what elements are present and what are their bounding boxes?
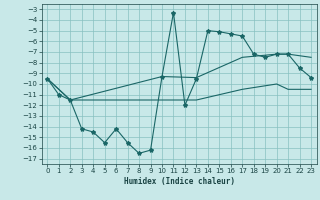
X-axis label: Humidex (Indice chaleur): Humidex (Indice chaleur) (124, 177, 235, 186)
